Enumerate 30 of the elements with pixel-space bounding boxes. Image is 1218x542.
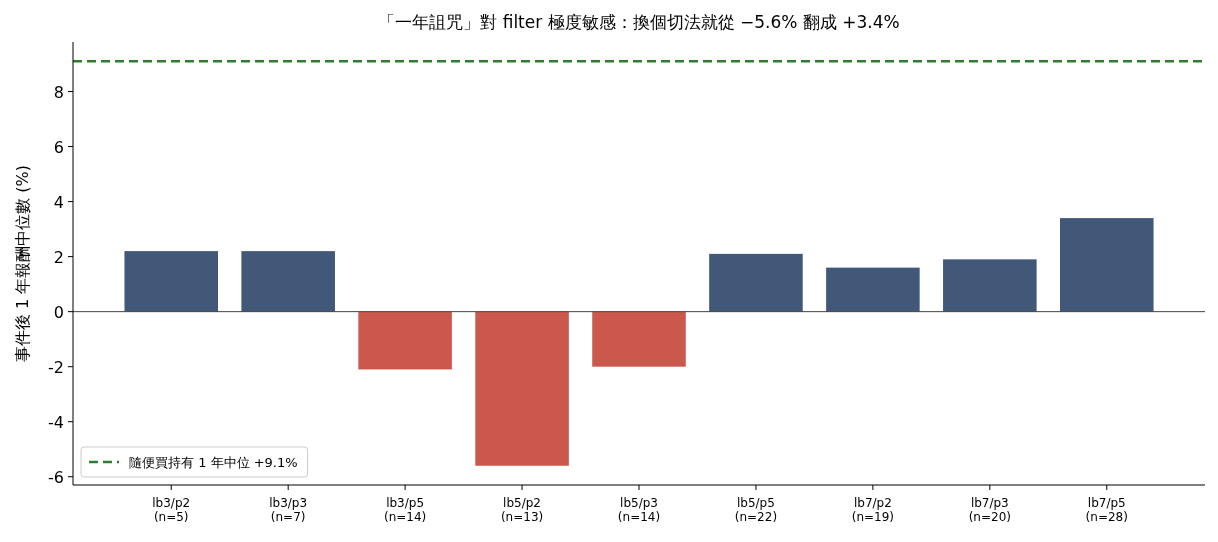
x-tick-label: lb3/p5 (n=14) (383, 496, 427, 524)
bar (358, 311, 452, 370)
chart-title: 「一年詛咒」對 filter 極度敏感：換個切法就從 −5.6% 翻成 +3.4% (378, 12, 900, 32)
x-tick-label: lb7/p5 (n=28) (1085, 496, 1128, 524)
legend: 隨便買持有 1 年中位 +9.1% (80, 446, 309, 478)
x-tick-label: lb5/p2 (n=13) (500, 496, 544, 524)
y-tick-label: 8 (53, 82, 64, 102)
bar (475, 311, 569, 466)
bar (826, 267, 920, 312)
x-tick-label: lb5/p3 (n=14) (617, 496, 661, 524)
y-tick-label: -4 (48, 412, 64, 432)
legend-label: 隨便買持有 1 年中位 +9.1% (129, 455, 298, 470)
y-tick-label: -2 (48, 357, 64, 377)
y-tick-label: 2 (53, 247, 64, 267)
y-tick-label: 0 (53, 302, 64, 322)
bar (943, 259, 1037, 312)
x-tick-label: lb5/p5 (n=22) (734, 496, 778, 524)
bar (1059, 218, 1154, 312)
bar (709, 253, 803, 312)
y-axis-title: 事件後 1 年報酬中位數 (%) (13, 164, 32, 363)
y-tick-label: 6 (53, 137, 64, 157)
x-tick-label: lb3/p3 (n=7) (269, 496, 308, 524)
x-tick-label: lb3/p2 (n=5) (152, 496, 191, 524)
bar (241, 251, 335, 312)
y-tick-label: 4 (53, 192, 64, 212)
bar (592, 311, 686, 367)
x-tick-label: lb7/p2 (n=19) (851, 496, 895, 524)
bar (124, 251, 219, 312)
y-tick-label: -6 (48, 467, 64, 487)
x-tick-label: lb7/p3 (n=20) (968, 496, 1011, 524)
